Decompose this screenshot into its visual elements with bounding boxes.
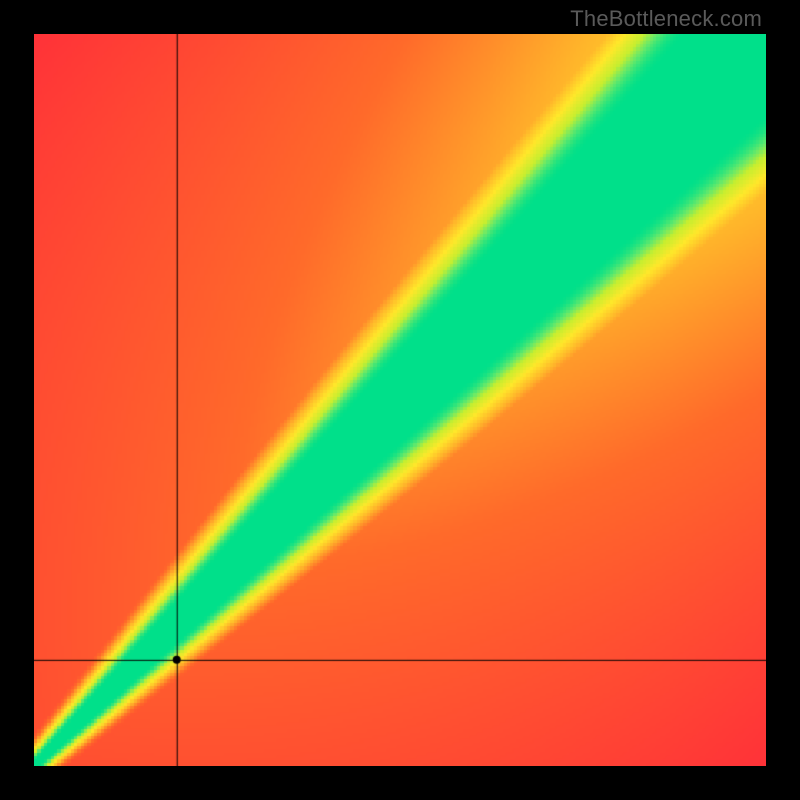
watermark-text: TheBottleneck.com <box>570 6 762 32</box>
heatmap-canvas <box>34 34 766 766</box>
chart-container: TheBottleneck.com <box>0 0 800 800</box>
